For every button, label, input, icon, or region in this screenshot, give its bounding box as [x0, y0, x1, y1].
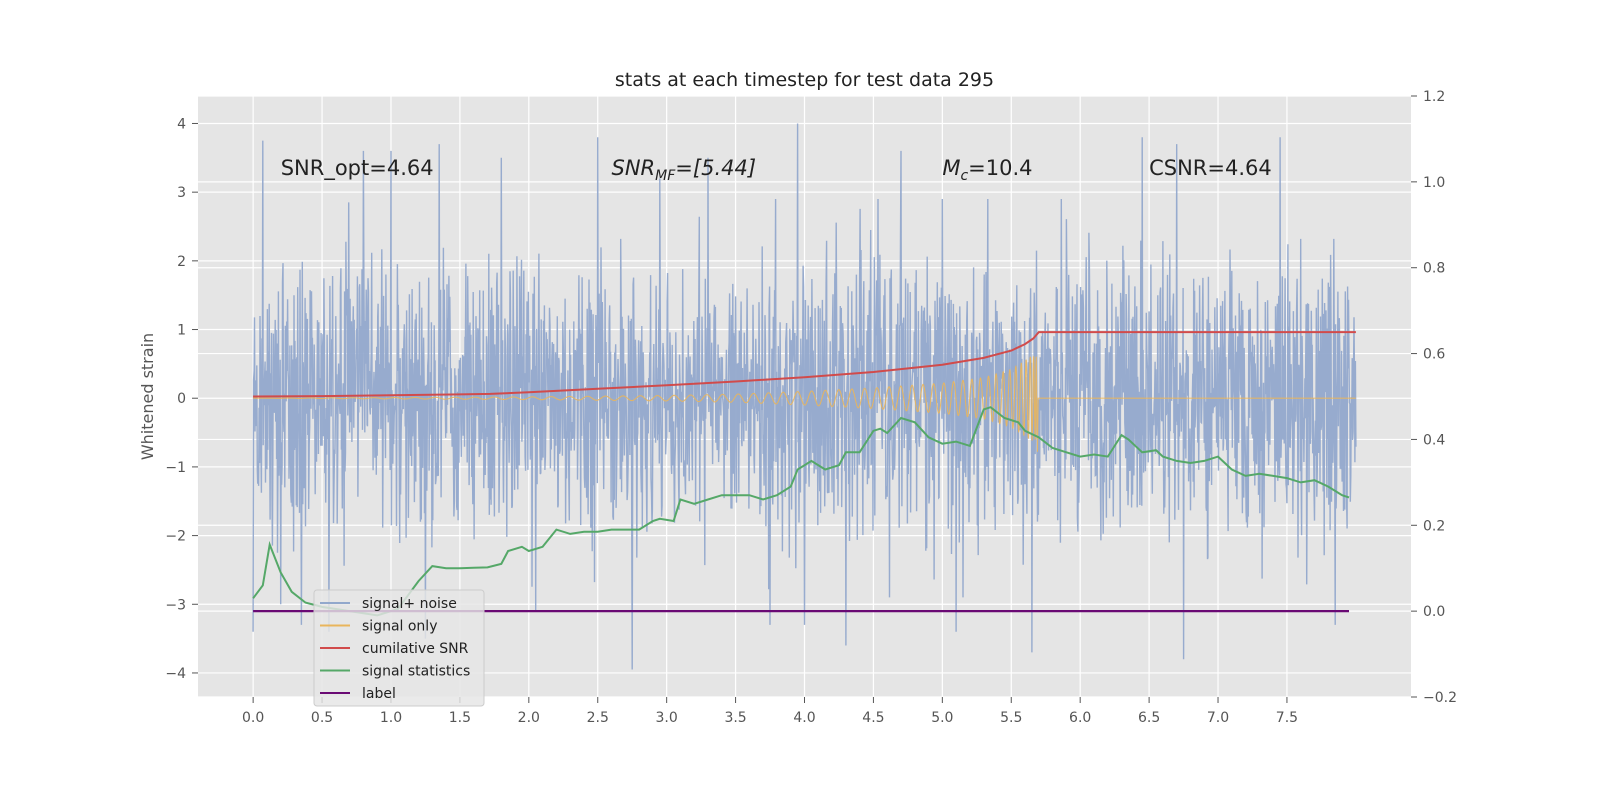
- y2-tick-label: 1.0: [1423, 175, 1445, 191]
- legend-label: signal+ noise: [362, 596, 457, 612]
- legend-item: signal only: [320, 619, 437, 635]
- series-signal-statistics-line: [252, 406, 1350, 617]
- x-tick-label: 7.5: [1276, 710, 1298, 726]
- x-tick-label: 0.0: [242, 710, 264, 726]
- chart-title: stats at each timestep for test data 295: [615, 69, 994, 91]
- legend-item: signal+ noise: [320, 596, 457, 612]
- series-cumilative-snr-line: [253, 331, 1356, 398]
- annotation-main: SNR: [612, 156, 656, 180]
- x-tick-label: 1.5: [449, 710, 471, 726]
- annotation-subscript: MF: [655, 168, 676, 184]
- legend-item: cumilative SNR: [320, 641, 469, 657]
- x-tick-label: 2.5: [587, 710, 609, 726]
- y-tick-label: −2: [165, 529, 186, 545]
- x-tick-label: 4.0: [793, 710, 815, 726]
- x-tick-label: 6.5: [1138, 710, 1160, 726]
- legend-label: cumilative SNR: [362, 641, 469, 657]
- y-tick-label: −4: [165, 666, 186, 682]
- x-tick-label: 5.0: [931, 710, 953, 726]
- y-tick-label: 3: [177, 185, 186, 201]
- y-tick-label: 1: [177, 323, 186, 339]
- y2-tick-label: 0.0: [1423, 604, 1445, 620]
- annotation-text: SNR_opt=4.64: [281, 156, 434, 181]
- y2-tick-label: 0.4: [1423, 432, 1445, 448]
- y2-tick-label: 0.2: [1423, 518, 1445, 534]
- y2-tick-label: 0.6: [1423, 347, 1445, 363]
- x-tick-label: 6.0: [1069, 710, 1091, 726]
- y-tick-label: 4: [177, 116, 186, 132]
- annotation-text: Mc=10.4: [942, 156, 1032, 184]
- x-tick-label: 3.0: [656, 710, 678, 726]
- annotation-rest: =10.4: [968, 156, 1032, 180]
- y2-tick-label: −0.2: [1423, 690, 1457, 706]
- legend-item: signal statistics: [320, 664, 470, 680]
- annotation-rest: =[5.44]: [675, 156, 756, 180]
- x-tick-label: 1.0: [380, 710, 402, 726]
- series-signal-only-line: [253, 356, 1356, 452]
- legend-box: [313, 589, 485, 707]
- x-tick-label: 7.0: [1207, 710, 1229, 726]
- x-tick-label: 5.5: [1000, 710, 1022, 726]
- y2-tick-label: 0.8: [1423, 261, 1445, 277]
- x-tick-label: 0.5: [311, 710, 333, 726]
- series-signal-noise-line: [252, 123, 1357, 670]
- axes: 0.0 0.5 1.0 1.5 2.0 2.5 3.0 3.5 4.0 4.5 5.0 5.5 6.0 6…: [165, 89, 1457, 726]
- x-tick-label: 2.0: [518, 710, 540, 726]
- x-tick-label: 3.5: [724, 710, 746, 726]
- annotation-text: SNRMF=[5.44]: [612, 156, 757, 184]
- legend-item: label: [320, 686, 396, 702]
- legend-label: signal only: [362, 619, 437, 635]
- annotation-main: M: [942, 156, 960, 180]
- y2-tick-label: 1.2: [1423, 89, 1445, 105]
- legend: signal+ noise signal only cumilative SNR si…: [313, 589, 485, 707]
- legend-label: signal statistics: [362, 664, 470, 680]
- annotations: SNR_opt=4.64 SNRMF=[5.44] Mc=10.4 CSNR=4.64: [281, 156, 1272, 184]
- y-tick-label: 2: [177, 254, 186, 270]
- y-axis-label: Whitened strain: [138, 333, 157, 460]
- annotation-text: CSNR=4.64: [1149, 156, 1272, 180]
- y-tick-label: −1: [165, 460, 186, 476]
- legend-label: label: [362, 686, 396, 702]
- y-tick-label: 0: [177, 391, 186, 407]
- y-tick-label: −3: [165, 597, 186, 613]
- annotation-subscript: c: [960, 168, 968, 184]
- x-tick-label: 4.5: [862, 710, 884, 726]
